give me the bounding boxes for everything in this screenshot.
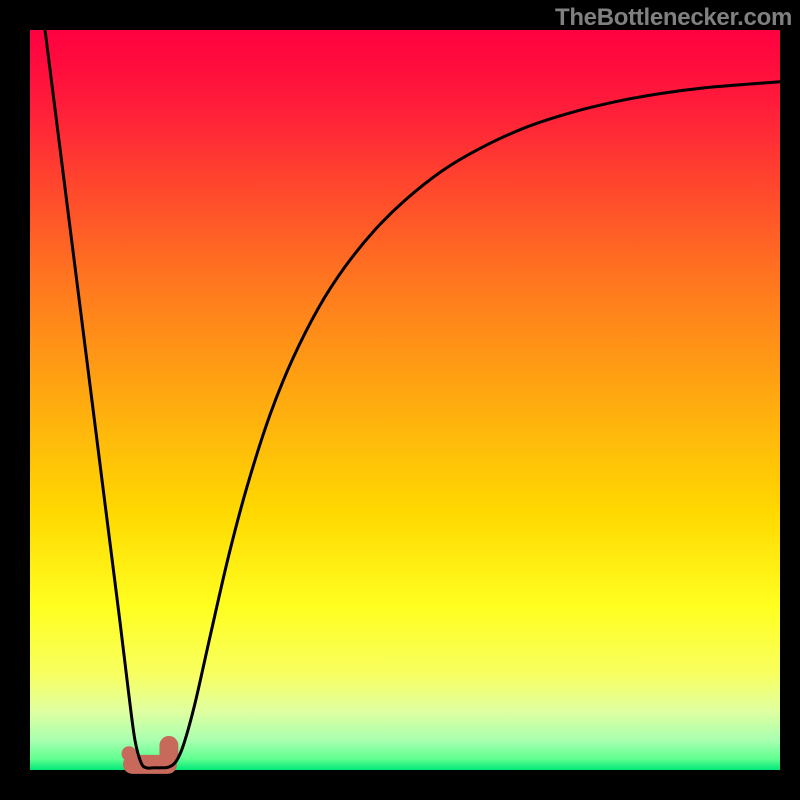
chart-stage: TheBottlenecker.com	[0, 0, 800, 800]
gradient-panel	[30, 30, 780, 770]
watermark-text: TheBottlenecker.com	[555, 4, 792, 32]
chart-svg	[0, 0, 800, 800]
